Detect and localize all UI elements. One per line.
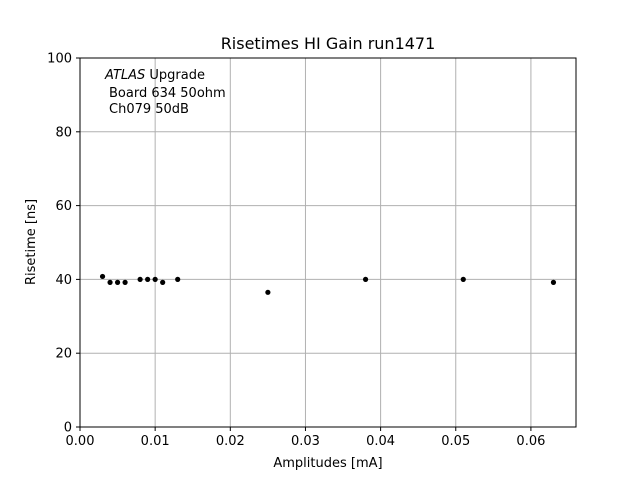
data-point <box>99 273 106 280</box>
y-tick-label: 100 <box>47 52 72 67</box>
annotation-line-2: Board 634 50ohm <box>109 86 226 101</box>
data-point <box>122 279 128 285</box>
data-point <box>160 279 166 285</box>
annotation-upgrade: Upgrade <box>145 68 205 83</box>
y-tick-label: 60 <box>55 199 72 214</box>
y-tick-label: 80 <box>55 125 72 140</box>
y-axis-label: Risetime [ns] <box>24 199 39 285</box>
data-point <box>152 276 158 282</box>
y-tick-label: 20 <box>55 347 72 362</box>
data-point <box>265 289 271 295</box>
x-axis-label: Amplitudes [mA] <box>273 456 382 471</box>
y-tick-label: 40 <box>55 273 72 288</box>
axis-ticks: 0.00 0.01 0.02 0.03 0.04 0.05 0.06 0 20 40 60 80 100 <box>47 52 545 450</box>
data-point <box>145 276 151 282</box>
data-point <box>137 276 143 282</box>
x-tick-label: 0.00 <box>66 434 95 449</box>
data-point <box>175 276 181 282</box>
annotation-line-3: Ch079 50dB <box>109 102 189 117</box>
x-tick-label: 0.03 <box>291 434 320 449</box>
data-point <box>114 279 121 285</box>
data-point <box>550 279 557 285</box>
data-point <box>362 276 369 282</box>
x-tick-label: 0.04 <box>366 434 395 449</box>
y-tick-label: 0 <box>64 421 72 436</box>
x-tick-label: 0.02 <box>216 434 245 449</box>
plot-frame <box>79 57 577 428</box>
data-points <box>99 273 557 295</box>
annotation-brand: ATLAS <box>104 68 145 83</box>
data-point <box>107 279 113 285</box>
x-tick-label: 0.05 <box>441 434 470 449</box>
x-tick-label: 0.06 <box>516 434 545 449</box>
data-point <box>460 276 466 282</box>
chart-title: Risetimes HI Gain run1471 <box>221 34 436 53</box>
x-tick-label: 0.01 <box>141 434 170 449</box>
annotation-line-1: ATLAS Upgrade <box>104 68 205 83</box>
